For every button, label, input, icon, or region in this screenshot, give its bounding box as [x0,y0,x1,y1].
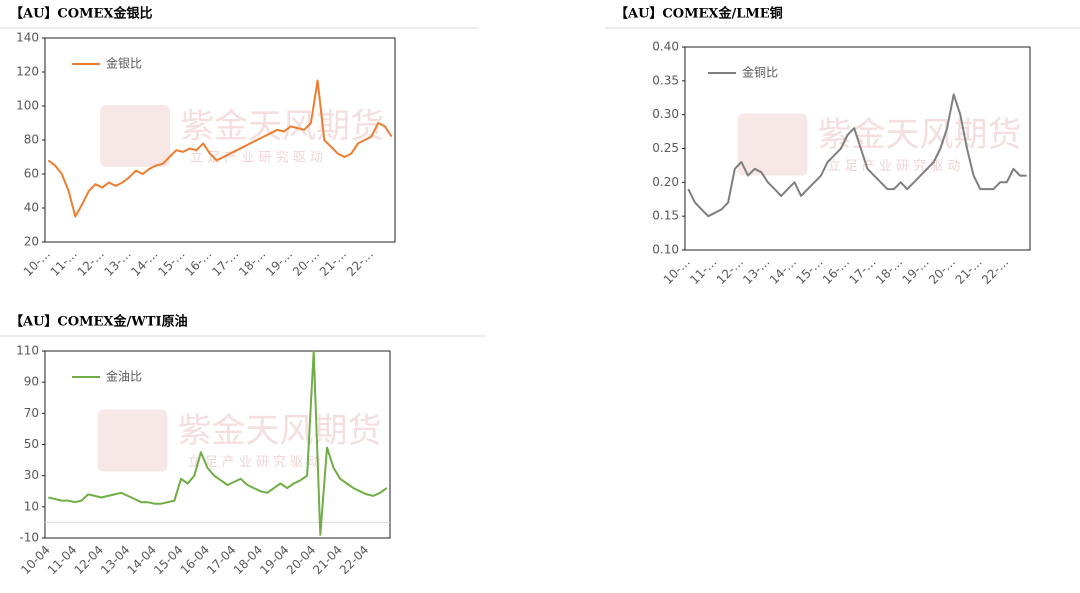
x-tick-label: 17-… [209,247,241,279]
x-tick-label: 10-… [21,247,53,279]
y-tick-label: 120 [16,65,39,79]
x-tick-label: 10-… [661,255,693,287]
chart-title: 【AU】COMEX金/WTI原油 [10,314,188,330]
y-tick-label: 60 [24,167,39,181]
watermark-logo [97,409,168,472]
x-tick-label: 15-… [155,247,187,279]
x-tick-label: 22-… [344,247,376,279]
legend-label: 金铜比 [742,65,778,80]
watermark-brand: 紫金天风期货 [178,411,382,451]
watermark-logo [737,113,808,176]
x-tick-label: 20-… [290,247,322,279]
x-tick-label: 15-… [793,255,825,287]
y-tick-label: -10 [19,531,39,545]
x-tick-label: 13-… [740,255,772,287]
x-tick-label: 16-… [820,255,852,287]
watermark-brand: 紫金天风期货 [818,115,1022,155]
x-tick-label: 19-04 [257,543,292,578]
y-tick-label: 70 [24,406,39,420]
x-tick-label: 12-… [714,255,746,287]
legend-label: 金银比 [106,56,142,71]
x-tick-label: 14-… [767,255,799,287]
x-tick-label: 18-… [873,255,905,287]
y-tick-label: 100 [16,99,39,113]
watermark-slogan: 立 足 产 业 研 究 驱 动 [188,455,321,470]
x-tick-label: 22-04 [337,543,372,578]
y-tick-label: 0.30 [652,107,679,121]
x-tick-label: 18-… [236,247,268,279]
x-tick-label: 16-… [182,247,214,279]
chart-title: 【AU】COMEX金/LME铜 [615,6,783,22]
chart-title: 【AU】COMEX金银比 [10,6,152,22]
watermark-brand: 紫金天风期货 [180,107,384,147]
y-tick-label: 10 [24,499,39,513]
x-tick-label: 21-… [317,247,349,279]
y-tick-label: 0.35 [652,73,679,87]
y-tick-label: 50 [24,437,39,451]
watermark-slogan: 立 足 产 业 研 究 驱 动 [190,151,323,166]
y-tick-label: 110 [16,344,39,358]
x-tick-label: 17-… [846,255,878,287]
y-tick-label: 0.10 [652,243,679,257]
x-tick-label: 10-04 [18,543,53,578]
x-tick-label: 20-04 [284,543,319,578]
x-tick-label: 19-… [263,247,295,279]
y-tick-label: 0.25 [652,141,679,155]
x-tick-label: 20-… [926,255,958,287]
x-tick-label: 16-04 [178,543,213,578]
x-tick-label: 17-04 [204,543,239,578]
x-tick-label: 22-… [979,255,1011,287]
legend-label: 金油比 [106,369,142,384]
series-line [48,350,388,536]
x-tick-label: 14-… [128,247,160,279]
x-tick-label: 11-… [48,247,80,279]
y-tick-label: 140 [16,31,39,45]
series-line [687,93,1027,218]
x-tick-label: 11-… [687,255,719,287]
x-tick-label: 13-04 [98,543,133,578]
x-tick-label: 13-… [101,247,133,279]
y-tick-label: 40 [24,201,39,215]
series-line [47,79,393,218]
x-tick-label: 12-… [75,247,107,279]
x-tick-label: 21-… [953,255,985,287]
watermark-slogan: 立 足 产 业 研 究 驱 动 [828,159,961,174]
y-tick-label: 20 [24,235,39,249]
y-tick-label: 0.40 [652,40,679,54]
x-tick-label: 19-… [900,255,932,287]
x-tick-label: 18-04 [231,543,266,578]
y-tick-label: 30 [24,468,39,482]
y-tick-label: 80 [24,133,39,147]
x-tick-label: 14-04 [125,543,160,578]
x-tick-label: 12-04 [71,543,106,578]
watermark-logo [100,105,170,167]
y-tick-label: 0.20 [652,175,679,189]
x-tick-label: 21-04 [310,543,345,578]
y-tick-label: 0.15 [652,209,679,223]
y-tick-label: 90 [24,375,39,389]
x-tick-label: 11-04 [45,543,80,578]
x-tick-label: 15-04 [151,543,186,578]
